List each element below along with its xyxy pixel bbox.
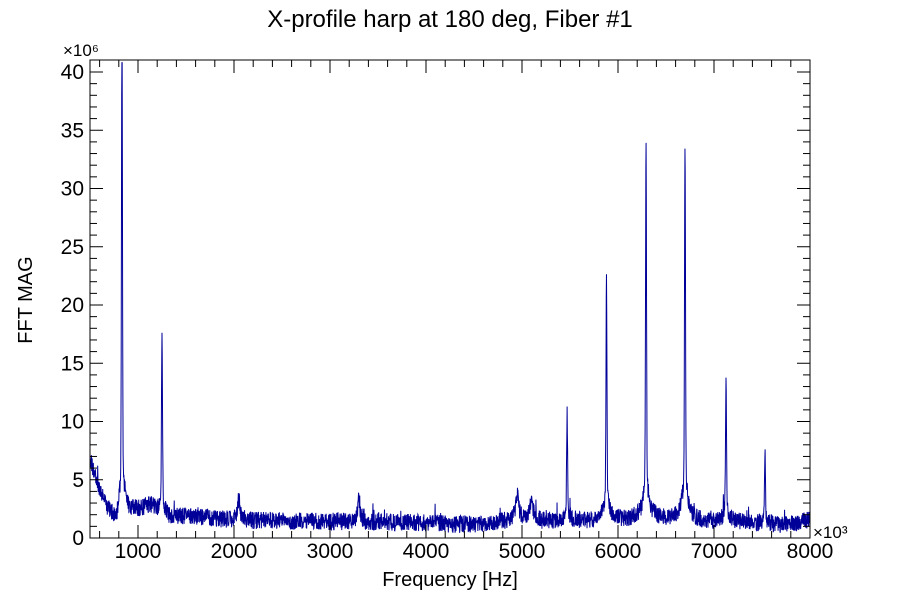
- spectrum-path: [89, 62, 811, 533]
- y-tick-label: 15: [61, 352, 84, 375]
- x-axis-title: Frequency [Hz]: [382, 569, 518, 591]
- x-tick-label: 8000: [787, 540, 834, 563]
- x-tick-label: 1000: [115, 540, 162, 563]
- y-tick-label: 10: [61, 411, 84, 434]
- chart-title: X-profile harp at 180 deg, Fiber #1: [267, 6, 633, 33]
- y-tick-label: 30: [61, 178, 84, 201]
- x-tick-label: 7000: [691, 540, 738, 563]
- x-axis-exponent-label: ×10³: [813, 523, 848, 542]
- fft-spectrum-line: [89, 62, 811, 533]
- y-tick-label: 25: [61, 236, 84, 259]
- y-axis-title: FFT MAG: [15, 256, 37, 343]
- x-tick-label: 2000: [211, 540, 258, 563]
- y-axis-exponent-label: ×10⁶: [63, 41, 99, 60]
- x-tick-label: 4000: [403, 540, 450, 563]
- x-tick-label: 6000: [595, 540, 642, 563]
- y-tick-label: 5: [72, 469, 84, 492]
- x-tick-label: 5000: [499, 540, 546, 563]
- y-tick-label: 35: [61, 119, 84, 142]
- y-tick-label: 20: [61, 294, 84, 317]
- plot-frame: [89, 59, 811, 539]
- y-tick-label: 0: [72, 527, 84, 550]
- axis-tick-labels: 1000 2000 3000 4000 5000 6000 7000 8000 0 5 10 15 20…: [61, 61, 834, 563]
- y-tick-label: 40: [61, 61, 84, 84]
- x-tick-label: 3000: [307, 540, 354, 563]
- axis-ticks: [90, 60, 811, 539]
